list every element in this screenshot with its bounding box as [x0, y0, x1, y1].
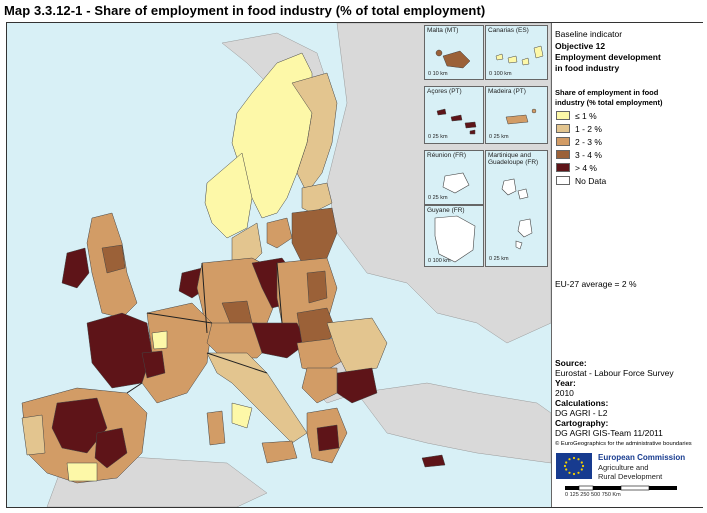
legend-label: No Data [575, 176, 607, 186]
legend-swatch [556, 176, 570, 185]
legend-panel [551, 23, 703, 507]
canarias-shape [495, 45, 544, 66]
ec-sub-1: Agriculture and [598, 463, 649, 472]
malta-shape [435, 49, 471, 69]
national-borders [126, 262, 283, 394]
map-title: Map 3.3.12-1 - Share of employment in fo… [4, 3, 486, 18]
inset-reunion-scale: 0 25 km [428, 195, 448, 201]
legend-swatch [556, 137, 570, 146]
acores-shape [436, 108, 477, 135]
year-heading: Year: [555, 378, 576, 388]
inset-guyane-scale: 0 100 km [428, 258, 451, 264]
inset-canarias-label: Canarias (ES) [488, 27, 529, 34]
baseline-label: Baseline indicator [555, 29, 623, 39]
legend-label: 1 - 2 % [575, 124, 602, 134]
inset-canarias-scale: 0 100 km [489, 71, 512, 77]
legend-swatch [556, 111, 570, 120]
legend-swatch [556, 124, 570, 133]
inset-canarias: Canarias (ES) 0 100 km [485, 25, 548, 80]
scale-label: 0 125 250 500 750 Km [565, 492, 621, 498]
carto-heading: Cartography: [555, 418, 609, 428]
inset-martinique: Martinique and Guadeloupe (FR) 0 25 km [485, 150, 548, 267]
copyright: © EuroGeographics for the administrative… [555, 441, 692, 447]
inset-guyane: Guyane (FR) 0 100 km [424, 205, 484, 267]
legend-title-1: Share of employment in food [555, 88, 659, 97]
inset-madeira-label: Madeira (PT) [488, 88, 526, 95]
legend-label: ≤ 1 % [575, 111, 597, 121]
calc-value: DG AGRI - L2 [555, 408, 608, 418]
carto-value: DG AGRI GIS-Team 11/2011 [555, 428, 663, 438]
objective-label: Objective 12 [555, 41, 606, 51]
inset-acores: Açores (PT) 0 25 km [424, 86, 484, 144]
guyane-shape [434, 215, 476, 263]
inset-acores-label: Açores (PT) [427, 88, 462, 95]
legend-label: 3 - 4 % [575, 150, 602, 160]
inset-malta: Malta (MT) 0 10 km [424, 25, 484, 80]
eu-regions [21, 52, 446, 484]
legend-title-2: industry (% total employment) [555, 98, 663, 107]
inset-martinique-label: Martinique and Guadeloupe (FR) [488, 152, 539, 166]
eu-flag-icon [556, 453, 592, 479]
year-value: 2010 [555, 388, 574, 398]
madeira-shape [505, 108, 537, 125]
inset-martinique-scale: 0 25 km [489, 256, 509, 262]
indicator-line-2: in food industry [555, 63, 620, 73]
calc-heading: Calculations: [555, 398, 609, 408]
reunion-shape [442, 172, 470, 194]
eu-average: EU-27 average = 2 % [555, 279, 637, 289]
inset-acores-scale: 0 25 km [428, 134, 448, 140]
inset-guyane-label: Guyane (FR) [427, 207, 465, 214]
inset-reunion-label: Réunion (FR) [427, 152, 467, 159]
source-heading: Source: [555, 358, 587, 368]
ec-name: European Commission [598, 453, 686, 462]
legend-swatch [556, 163, 570, 172]
inset-malta-scale: 0 10 km [428, 71, 448, 77]
legend-swatch [556, 150, 570, 159]
legend-label: 2 - 3 % [575, 137, 602, 147]
ec-logo: European Commission Agriculture and Rura… [554, 451, 700, 484]
inset-madeira-scale: 0 25 km [489, 134, 509, 140]
indicator-line-1: Employment development [555, 52, 661, 62]
inset-madeira: Madeira (PT) 0 25 km [485, 86, 548, 144]
inset-reunion: Réunion (FR) 0 25 km [424, 150, 484, 205]
scale-bar [565, 485, 677, 491]
martinique-shape [501, 178, 533, 250]
ec-sub-2: Rural Development [598, 472, 663, 481]
legend-label: > 4 % [575, 163, 597, 173]
inset-malta-label: Malta (MT) [427, 27, 459, 34]
source-value: Eurostat - Labour Force Survey [555, 368, 674, 378]
